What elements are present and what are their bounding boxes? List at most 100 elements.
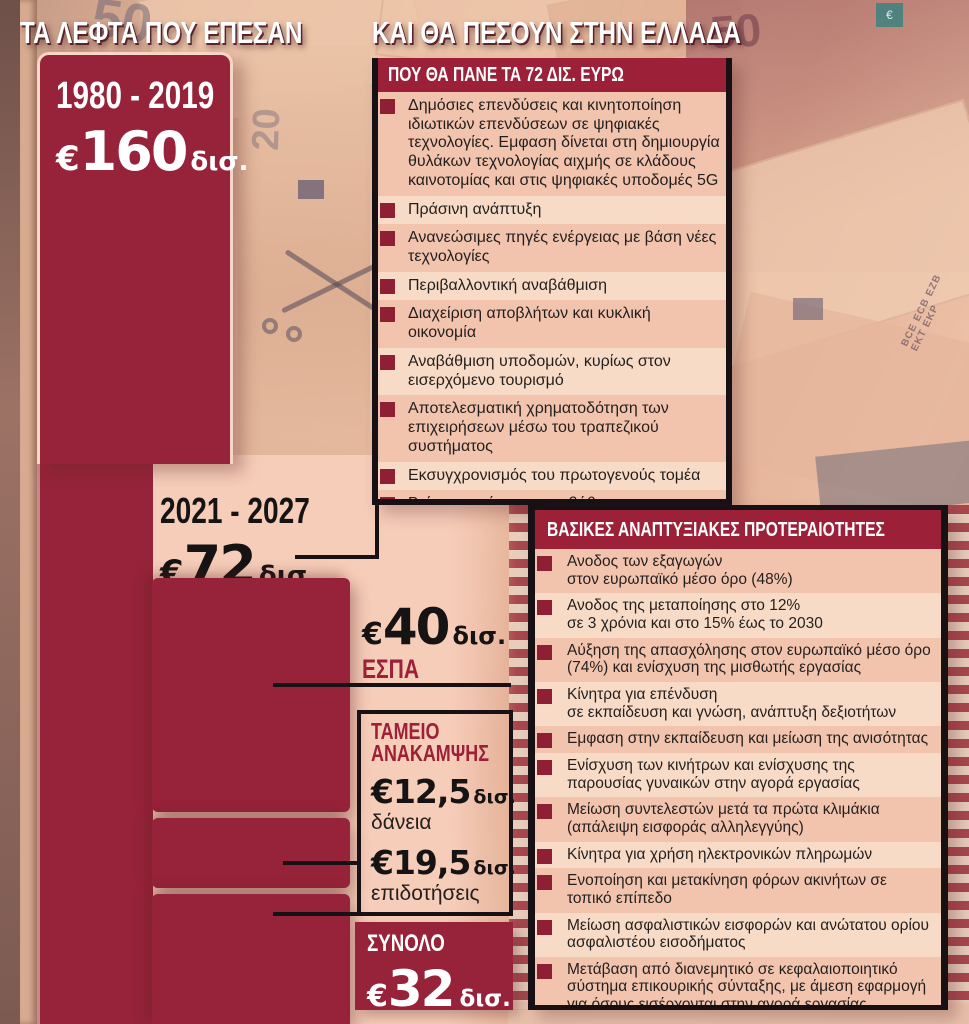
bullet-square-icon [537, 963, 552, 979]
list-item-text: Αύξηση της απασχόλησης στον ευρωπαϊκό μέ… [567, 641, 931, 677]
espa-label: €40 δισ. ΕΣΠΑ [362, 596, 506, 685]
page-title-right-text: ΚΑΙ ΘΑ ΠΕΣΟΥΝ ΣΤΗΝ ΕΛΛΑΔΑ [372, 15, 741, 50]
list-item: Διαχείριση αποβλήτων και κυκλική οικονομ… [378, 300, 726, 348]
list-item: Μείωση συντελεστών μετά τα πρώτα κλιμάκι… [535, 797, 941, 842]
bullet-square-icon [537, 759, 552, 775]
bullet-square-icon [380, 231, 395, 247]
list-item-text: Βιώσιμα τρόφιμα - αναβάθμιση των αγροδια… [408, 495, 659, 505]
list-item-text: Κίνητρα για επένδυση σε εκπαίδευση και γ… [567, 685, 897, 721]
loans-unit: δισ. [473, 785, 516, 808]
euro-note-column [238, 46, 370, 504]
list-item: Ανανεώσιμες πηγές ενέργειας με βάση νέες… [378, 224, 726, 272]
list-item-text: Μείωση συντελεστών μετά τα πρώτα κλιμάκι… [567, 801, 880, 836]
bullet-square-icon [537, 556, 552, 571]
bullet-square-icon [537, 804, 552, 820]
bar-1980-2019: 1980 - 2019 €160 δισ. [37, 52, 249, 464]
page-title-left-text: ΤΑ ΛΕΦΤΑ ΠΟΥ ΕΠΕΣΑΝ [20, 15, 303, 50]
list-item: Δημόσιες επενδύσεις και κινητοποίηση ιδι… [378, 92, 726, 196]
eu-flag-square-icon [793, 298, 823, 320]
list-item-text: Μείωση ασφαλιστικών εισφορών και ανώτατο… [567, 916, 930, 952]
panel-where-72bn-header-text: ΠΟΥ ΘΑ ΠΑΝΕ ΤΑ 72 ΔΙΣ. ΕΥΡΩ [388, 64, 624, 86]
list-item: Ανοδος των εξαγωγών στον ευρωπαϊκό μέσο … [535, 549, 941, 594]
total-label: ΣΥΝΟΛΟ [367, 930, 445, 957]
bullet-square-icon [380, 497, 395, 499]
period-2021-2027: 2021 - 2027 [160, 490, 310, 531]
connector-loans [283, 861, 361, 865]
amount-160-value: 160 [79, 120, 189, 183]
bullet-square-icon [537, 875, 552, 891]
amount-32-value: 32 [387, 960, 456, 1018]
grants-value: €19,5 [371, 842, 471, 882]
banknote-numeral-20: 20 [244, 107, 289, 152]
list-item-text: Αποτελεσματική χρηματοδότηση των επιχειρ… [408, 400, 669, 455]
connector-72-vertical [375, 502, 379, 559]
euro-sign: € [56, 139, 80, 179]
bar-1980-2019-tail [37, 462, 153, 1024]
list-item: Αύξηση της απασχόλησης στον ευρωπαϊκό μέ… [535, 637, 941, 682]
list-item-text: Αναβάθμιση υποδομών, κυρίως στον εισερχό… [408, 352, 671, 389]
loans-label: δάνεια [371, 810, 432, 834]
list-item: Ενοποίηση και μετακίνηση φόρων ακινήτων … [535, 868, 941, 913]
list-item-text: Δημόσιες επενδύσεις και κινητοποίηση ιδι… [408, 97, 720, 189]
list-item: Περιβαλλοντική αναβάθμιση [378, 271, 726, 301]
bullet-square-icon [380, 202, 395, 218]
bullet-square-icon [380, 354, 395, 370]
list-item: Ενίσχυση των κινήτρων και ενίσχυσης της … [535, 752, 941, 798]
euro-sign: € [367, 979, 388, 1014]
list-item-text: Διαχείριση αποβλήτων και κυκλική οικονομ… [408, 305, 651, 342]
panel-where-72bn-header: ΠΟΥ ΘΑ ΠΑΝΕ ΤΑ 72 ΔΙΣ. ΕΥΡΩ [378, 58, 726, 92]
list-item-text: Πράσινη ανάπτυξη [408, 200, 542, 218]
bullet-square-icon [380, 278, 395, 294]
list-item: Αποτελεσματική χρηματοδότηση των επιχειρ… [378, 395, 726, 462]
banknote-stripe-pattern [946, 505, 969, 1005]
euro-note-shape [712, 291, 969, 519]
bullet-square-icon [380, 99, 395, 114]
bullet-square-icon [380, 307, 395, 323]
bullet-square-icon [537, 644, 552, 660]
recovery-fund-box: ΤΑΜΕΙΟ ΑΝΑΚΑΜΨΗΣ €12,5 δισ. δάνεια €19,5 δ… [357, 710, 516, 916]
list-item-text: Ενοποίηση και μετακίνηση φόρων ακινήτων … [567, 872, 887, 907]
banknote-microtext: BCE ECB EZB EKT EKP [899, 272, 944, 354]
list-item: Βιώσιμα τρόφιμα - αναβάθμιση των αγροδια… [378, 490, 726, 505]
bullet-square-icon [537, 688, 552, 704]
euro-sign: € [362, 617, 383, 652]
list-item: Αναβάθμιση υποδομών, κυρίως στον εισερχό… [378, 347, 726, 396]
amount-160: €160 δισ. [56, 120, 249, 183]
scissors-handle-icon [262, 318, 278, 334]
list-item-text: Ανανεώσιμες πηγές ενέργειας με βάση νέες… [408, 229, 717, 266]
list-item-text: Ανοδος της μεταποίησης στο 12% σε 3 χρόν… [567, 597, 823, 632]
period-1980-2019: 1980 - 2019 [56, 75, 215, 117]
panel-development-priorities: ΒΑΣΙΚΕΣ ΑΝΑΠΤΥΞΙΑΚΕΣ ΠΡΟΤΕΡΑΙΟΤΗΤΕΣ Ανοδ… [528, 505, 948, 1010]
bullet-square-icon [537, 919, 552, 935]
list-item: Ανοδος της μεταποίησης στο 12% σε 3 χρόν… [535, 593, 941, 638]
bullet-square-icon [380, 402, 395, 418]
amount-32-unit: δισ. [459, 986, 511, 1012]
total-block: ΣΥΝΟΛΟ €32 δισ. [355, 922, 513, 1018]
list-item-text: Μετάβαση από διανεμητικό σε κεφαλαιοποιη… [567, 960, 927, 1010]
recovery-fund-title: ΤΑΜΕΙΟ ΑΝΑΚΑΜΨΗΣ [371, 718, 489, 766]
espa-name: ΕΣΠΑ [362, 654, 420, 684]
list-item: Κίνητρα για χρήση ηλεκτρονικών πληρωμών [535, 841, 941, 869]
panel-priorities-header: ΒΑΣΙΚΕΣ ΑΝΑΠΤΥΞΙΑΚΕΣ ΠΡΟΤΕΡΑΙΟΤΗΤΕΣ [535, 510, 941, 549]
bullet-square-icon [537, 600, 552, 616]
list-item: Μείωση ασφαλιστικών εισφορών και ανώτατο… [535, 912, 941, 957]
amount-40: €40 δισ. [362, 598, 506, 656]
connector-72-horizontal [295, 555, 379, 559]
list-item: Εκσυγχρονισμός του πρωτογενούς τομέα [378, 461, 726, 491]
connector-espa [273, 683, 511, 687]
euro-flag-patch-icon: € [876, 3, 903, 27]
scissors-handle-icon [286, 326, 302, 342]
bullet-square-icon [537, 848, 552, 864]
eu-flag-square-icon [298, 180, 324, 199]
bullet-square-icon [380, 468, 395, 484]
grants-unit: δισ. [473, 856, 516, 879]
rolled-banknote-edge [0, 0, 20, 1024]
banknote-edge-strip [20, 0, 37, 1024]
list-item: Πράσινη ανάπτυξη [378, 195, 726, 225]
loans-value: €12,5 [371, 771, 471, 811]
amount-32: €32 δισ. [367, 960, 511, 1018]
panel-priorities-header-text: ΒΑΣΙΚΕΣ ΑΝΑΠΤΥΞΙΑΚΕΣ ΠΡΟΤΕΡΑΙΟΤΗΤΕΣ [547, 519, 885, 541]
grants-label: επιδοτήσεις [371, 881, 480, 905]
panel-where-72bn-goes: ΠΟΥ ΘΑ ΠΑΝΕ ΤΑ 72 ΔΙΣ. ΕΥΡΩ Δημόσιες επε… [372, 58, 732, 505]
amount-160-unit: δισ. [190, 147, 249, 177]
